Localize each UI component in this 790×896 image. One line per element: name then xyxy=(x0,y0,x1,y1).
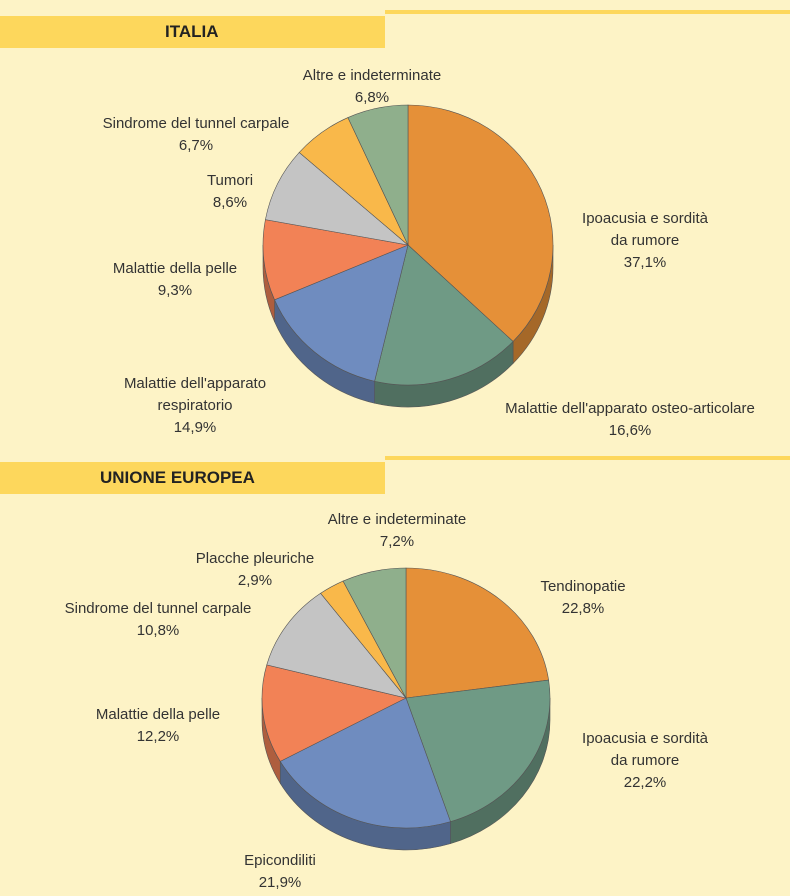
slice-top xyxy=(405,679,551,823)
slice xyxy=(407,104,554,365)
category-name: Sindrome del tunnel carpale xyxy=(64,600,252,617)
category-name: Malattie dell'apparato osteo-articolare xyxy=(505,400,755,417)
slice-label: Sindrome del tunnel carpale 10,8% xyxy=(65,598,252,642)
value-label: 16,6% xyxy=(608,422,652,439)
category-name: Placche pleuriche xyxy=(195,550,315,567)
slice-top xyxy=(262,219,410,301)
slice-top xyxy=(266,592,407,699)
category-name: Malattie dell'apparato respiratorio xyxy=(123,375,267,414)
slice-label: Tendinopatie 22,8% xyxy=(540,576,625,620)
slice-top xyxy=(405,567,549,699)
slice-label: Altre e indeterminate 7,2% xyxy=(328,509,466,553)
category-name: Ipoacusia e sordità da rumore xyxy=(582,210,708,249)
value-label: 6,8% xyxy=(354,89,390,106)
category-name: Altre e indeterminate xyxy=(327,511,467,528)
value-label: 10,8% xyxy=(136,622,180,639)
value-label: 6,7% xyxy=(178,137,214,154)
slice-top xyxy=(279,697,451,829)
section-title: UNIONE EUROPEA xyxy=(0,462,385,494)
category-name: Ipoacusia e sordità da rumore xyxy=(582,730,708,769)
slice-label: Malattie dell'apparato respiratorio 14,9% xyxy=(124,373,266,439)
value-label: 7,2% xyxy=(379,533,415,550)
section-title: ITALIA xyxy=(0,16,385,48)
slice-label: Ipoacusia e sordità da rumore 22,2% xyxy=(582,728,708,794)
slice xyxy=(405,567,549,699)
slice-top xyxy=(407,104,554,342)
slice-label: Sindrome del tunnel carpale 6,7% xyxy=(103,113,290,157)
value-label: 9,3% xyxy=(157,282,193,299)
slice-label: Tumori 8,6% xyxy=(207,170,253,214)
category-name: Tendinopatie xyxy=(540,578,626,595)
slice xyxy=(262,219,410,322)
slice-top xyxy=(342,567,407,699)
slice-top xyxy=(274,244,409,382)
header-line xyxy=(385,10,790,14)
value-label: 2,9% xyxy=(237,572,273,589)
slice-top xyxy=(347,104,409,246)
slice-label: Placche pleuriche 2,9% xyxy=(196,548,314,592)
category-name: Malattie della pelle xyxy=(95,706,221,723)
slice-top xyxy=(261,664,407,762)
header-line xyxy=(385,456,790,460)
slice-label: Malattie dell'apparato osteo-articolare 1… xyxy=(505,398,755,442)
slice-label: Altre e indeterminate 6,8% xyxy=(303,65,441,109)
category-name: Sindrome del tunnel carpale xyxy=(102,115,290,132)
slice-label: Malattie della pelle 12,2% xyxy=(96,704,220,748)
value-label: 12,2% xyxy=(136,728,180,745)
slice xyxy=(342,567,407,699)
slice xyxy=(279,697,451,851)
value-label: 14,9% xyxy=(173,419,217,436)
slice-top xyxy=(374,244,514,386)
category-name: Altre e indeterminate xyxy=(302,67,442,84)
value-label: 8,6% xyxy=(212,194,248,211)
slice-label: Epicondiliti 21,9% xyxy=(244,850,316,894)
category-name: Malattie della pelle xyxy=(112,260,238,277)
category-name: Tumori xyxy=(206,172,254,189)
slice-label: Malattie della pelle 9,3% xyxy=(113,258,237,302)
value-label: 21,9% xyxy=(258,874,302,891)
value-label: 37,1% xyxy=(623,254,667,271)
slice xyxy=(261,664,407,785)
slice xyxy=(347,104,409,246)
value-label: 22,2% xyxy=(623,774,667,791)
slice xyxy=(266,592,407,699)
slice-label: Ipoacusia e sordità da rumore 37,1% xyxy=(582,208,708,274)
value-label: 22,8% xyxy=(561,600,605,617)
category-name: Epicondiliti xyxy=(244,852,316,869)
